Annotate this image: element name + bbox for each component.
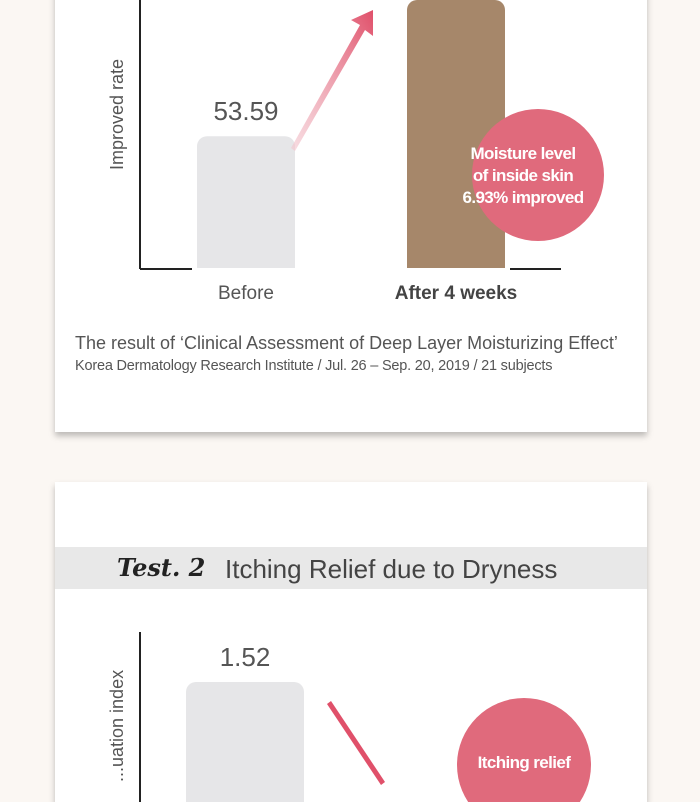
- test-title: Itching Relief due to Dryness: [225, 554, 558, 584]
- chart-1: Improved rate 53.59 Before After 4 weeks M…: [107, 0, 604, 304]
- caption-title: The result of ‘Clinical Assessment of De…: [75, 333, 618, 353]
- callout-circle: [472, 109, 604, 241]
- bar-base-mask: [192, 268, 510, 280]
- data-label: 1.52: [220, 642, 271, 672]
- bar-after-4-weeks: [407, 0, 505, 278]
- category-label: Before: [218, 283, 274, 304]
- chart-card-1: Improved rate 53.59 Before After 4 weeks M…: [55, 0, 647, 432]
- callout-line-3: 6.93% improved: [462, 188, 583, 207]
- category-label: After 4 weeks: [395, 283, 518, 304]
- bar-before: [186, 682, 304, 802]
- trend-arrow: [327, 701, 385, 785]
- trend-arrow: [291, 10, 373, 151]
- chart-2: ...uation index 1.52 Itching relief: [107, 632, 591, 802]
- test-number: Test. 2: [117, 553, 206, 582]
- y-axis-label: Improved rate: [107, 59, 127, 170]
- chart-card-2: Test. 2 Itching Relief due to Dryness ..…: [55, 482, 647, 802]
- callout-line-1: Itching relief: [478, 753, 572, 772]
- callout-circle: [457, 698, 591, 802]
- y-axis-label: ...uation index: [107, 670, 127, 782]
- caption-source: Korea Dermatology Research Institute / J…: [75, 358, 553, 374]
- data-label: 53.59: [213, 96, 278, 126]
- callout-line-2: of inside skin: [473, 166, 573, 185]
- bar-before: [197, 136, 295, 278]
- test-header: Test. 2 Itching Relief due to Dryness: [55, 547, 647, 589]
- callout-line-1: Moisture level: [471, 144, 576, 163]
